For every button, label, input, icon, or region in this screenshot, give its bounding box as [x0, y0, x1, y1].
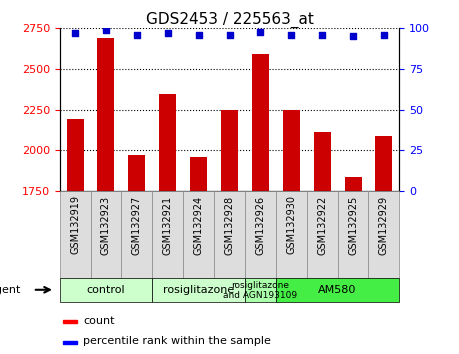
Text: GSM132922: GSM132922	[317, 195, 327, 255]
Text: GSM132924: GSM132924	[194, 195, 204, 255]
Point	[288, 32, 295, 38]
Text: GSM132925: GSM132925	[348, 195, 358, 255]
Point	[133, 32, 140, 38]
FancyBboxPatch shape	[152, 191, 183, 278]
Text: GSM132928: GSM132928	[224, 195, 235, 255]
FancyBboxPatch shape	[90, 191, 122, 278]
Bar	[375, 136, 392, 191]
FancyBboxPatch shape	[214, 191, 245, 278]
Point	[164, 30, 171, 36]
Point	[195, 32, 202, 38]
Point	[72, 30, 79, 36]
FancyBboxPatch shape	[369, 191, 399, 278]
Point	[102, 27, 110, 33]
Text: GSM132930: GSM132930	[286, 195, 296, 255]
Bar	[345, 177, 362, 191]
Bar	[63, 341, 77, 343]
Point	[380, 32, 387, 38]
Bar	[313, 132, 330, 191]
Text: GSM132929: GSM132929	[379, 195, 389, 255]
Point	[349, 34, 357, 39]
FancyBboxPatch shape	[183, 191, 214, 278]
Bar	[67, 119, 84, 191]
FancyBboxPatch shape	[152, 278, 245, 302]
FancyBboxPatch shape	[60, 191, 90, 278]
FancyBboxPatch shape	[122, 191, 152, 278]
Point	[226, 32, 233, 38]
FancyBboxPatch shape	[307, 191, 337, 278]
Bar	[129, 154, 146, 191]
Text: GSM132921: GSM132921	[163, 195, 173, 255]
Point	[257, 29, 264, 34]
Text: GSM132926: GSM132926	[255, 195, 265, 255]
FancyBboxPatch shape	[245, 191, 276, 278]
Text: percentile rank within the sample: percentile rank within the sample	[84, 336, 271, 346]
Text: GSM132923: GSM132923	[101, 195, 111, 255]
Text: rosiglitazone: rosiglitazone	[163, 285, 234, 295]
Bar	[221, 110, 238, 191]
FancyBboxPatch shape	[337, 191, 369, 278]
Bar	[252, 55, 269, 191]
FancyBboxPatch shape	[60, 278, 152, 302]
Text: control: control	[87, 285, 125, 295]
Bar	[97, 38, 114, 191]
Bar	[283, 110, 300, 191]
Bar	[190, 157, 207, 191]
Title: GDS2453 / 225563_at: GDS2453 / 225563_at	[146, 12, 313, 28]
Text: agent: agent	[0, 285, 21, 295]
Text: GSM132919: GSM132919	[70, 195, 80, 255]
FancyBboxPatch shape	[276, 278, 399, 302]
Text: AM580: AM580	[319, 285, 357, 295]
Text: rosiglitazone
and AGN193109: rosiglitazone and AGN193109	[224, 281, 297, 300]
FancyBboxPatch shape	[245, 278, 276, 302]
Text: count: count	[84, 315, 115, 326]
Bar	[159, 94, 176, 191]
FancyBboxPatch shape	[276, 191, 307, 278]
Bar	[63, 320, 77, 323]
Point	[319, 32, 326, 38]
Text: GSM132927: GSM132927	[132, 195, 142, 255]
